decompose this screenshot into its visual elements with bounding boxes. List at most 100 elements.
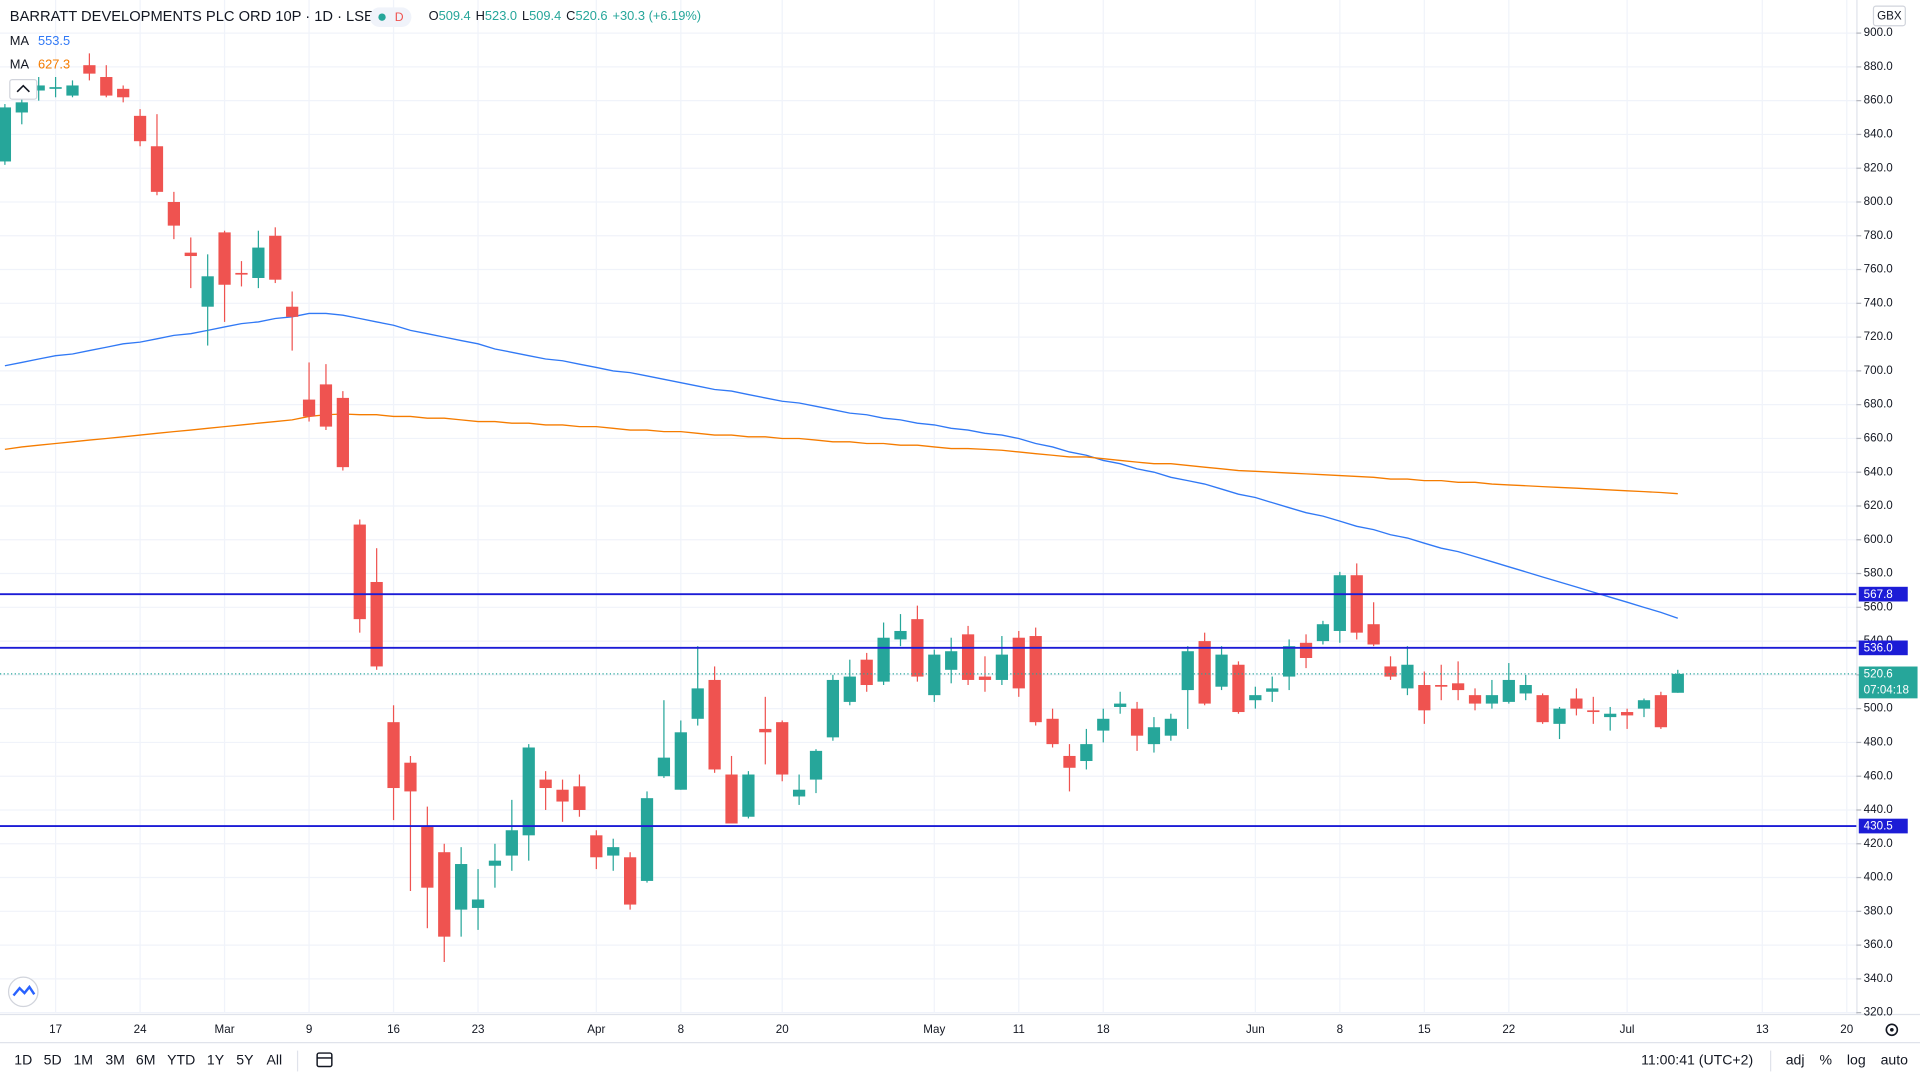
candle-body — [1147, 727, 1161, 745]
y-tick-label: 340.0 — [1864, 972, 1894, 985]
range-button[interactable]: 1Y — [207, 1052, 225, 1068]
candle-body — [624, 857, 637, 905]
candle-body — [252, 247, 265, 278]
candle-body — [1485, 695, 1499, 704]
candle-body — [167, 201, 180, 226]
candle-body — [1283, 646, 1296, 677]
candle-body — [117, 88, 130, 98]
candle-body — [1587, 710, 1600, 713]
candle-body — [1452, 683, 1465, 691]
candle-body — [860, 659, 873, 686]
y-tick-label: 440.0 — [1864, 803, 1894, 816]
candle-body — [353, 524, 366, 620]
range-button[interactable]: All — [266, 1052, 282, 1068]
price-level-label: 567.8 — [1864, 588, 1893, 601]
candle-body — [471, 899, 485, 908]
clock-label: 11:00:41 (UTC+2) — [1641, 1052, 1753, 1068]
candle-body — [1198, 641, 1211, 704]
candle-body — [978, 676, 992, 680]
y-tick-label: 740.0 — [1864, 296, 1894, 309]
candle-body — [1299, 642, 1313, 658]
candle-body — [1418, 685, 1431, 711]
candle-body — [438, 852, 451, 937]
candle-body — [83, 65, 96, 74]
candle-body — [1097, 718, 1110, 731]
candle-body — [1316, 624, 1330, 642]
candle-body — [15, 102, 28, 113]
candle-body — [1468, 695, 1482, 704]
y-tick-label: 860.0 — [1864, 94, 1894, 107]
scale-option[interactable]: adj — [1786, 1052, 1805, 1068]
scale-option[interactable]: auto — [1881, 1052, 1909, 1068]
x-tick-label: 8 — [678, 1023, 684, 1036]
interval-badge: D — [395, 10, 404, 24]
x-tick-label: Jul — [1620, 1023, 1635, 1036]
range-button[interactable]: 1D — [14, 1052, 32, 1068]
x-tick-label: Jun — [1246, 1023, 1265, 1036]
candle-body — [235, 272, 248, 275]
candle-body — [1384, 666, 1397, 677]
x-tick-label: 8 — [1337, 1023, 1343, 1036]
y-tick-label: 760.0 — [1864, 263, 1894, 276]
ohlc-value: 509.4 — [529, 9, 561, 24]
range-button[interactable]: 1M — [73, 1052, 93, 1068]
moving-average-line — [4, 413, 1678, 495]
range-button[interactable]: 5Y — [236, 1052, 254, 1068]
collapse-button[interactable] — [9, 78, 38, 100]
candle-body — [1080, 744, 1093, 762]
ohlc-key: H — [476, 9, 485, 24]
candle-body — [455, 864, 468, 910]
settings-icon — [1890, 1027, 1894, 1032]
candle-body — [404, 762, 417, 792]
settings-button[interactable] — [1885, 1023, 1899, 1037]
candle-body — [877, 637, 890, 682]
candle-body — [590, 835, 603, 858]
x-tick-label: Mar — [215, 1023, 235, 1036]
candle-body — [995, 654, 1008, 680]
status-dot — [378, 13, 386, 21]
legend-name: MA — [10, 56, 30, 71]
scale-option[interactable]: log — [1847, 1052, 1866, 1068]
candle-body — [894, 630, 907, 640]
candle-body — [1164, 718, 1177, 736]
legend-value: 627.3 — [38, 56, 70, 71]
y-tick-label: 700.0 — [1864, 364, 1894, 377]
x-tick-label: 17 — [49, 1023, 62, 1036]
candle-body — [488, 860, 502, 866]
range-button[interactable]: YTD — [167, 1052, 195, 1068]
y-tick-label: 460.0 — [1864, 769, 1894, 782]
candle-body — [32, 85, 45, 91]
legend-name: MA — [10, 33, 30, 48]
candle-body — [1046, 718, 1059, 745]
range-button[interactable]: 3M — [105, 1052, 125, 1068]
candle-body — [928, 654, 941, 696]
range-button[interactable]: 5D — [44, 1052, 62, 1068]
ohlc-value: 520.6 — [575, 9, 607, 24]
candle-body — [1029, 636, 1042, 723]
date-range-button[interactable] — [316, 1052, 333, 1068]
candle-body — [1604, 713, 1617, 718]
candle-body — [1114, 703, 1127, 707]
candle-body — [336, 397, 349, 468]
chevron-icon — [16, 84, 30, 93]
candle-body — [961, 634, 975, 680]
y-tick-label: 320.0 — [1864, 1006, 1894, 1019]
candle-body — [742, 774, 755, 817]
y-tick-label: 840.0 — [1864, 128, 1894, 141]
candle-body — [286, 306, 299, 317]
scale-option[interactable]: % — [1819, 1052, 1832, 1068]
candle-body — [1012, 637, 1025, 689]
candle-body — [674, 732, 687, 790]
candle-body — [1215, 654, 1228, 687]
candle-body — [573, 786, 586, 810]
x-tick-label: May — [923, 1023, 945, 1036]
candle-body — [421, 826, 434, 888]
range-button[interactable]: 6M — [136, 1052, 156, 1068]
candle-body — [218, 232, 231, 285]
candle-body — [302, 399, 316, 417]
price-level-tag — [1858, 818, 1908, 834]
ohlc-key: C — [566, 9, 575, 24]
y-tick-label: 680.0 — [1864, 398, 1894, 411]
y-tick-label: 880.0 — [1864, 60, 1894, 73]
